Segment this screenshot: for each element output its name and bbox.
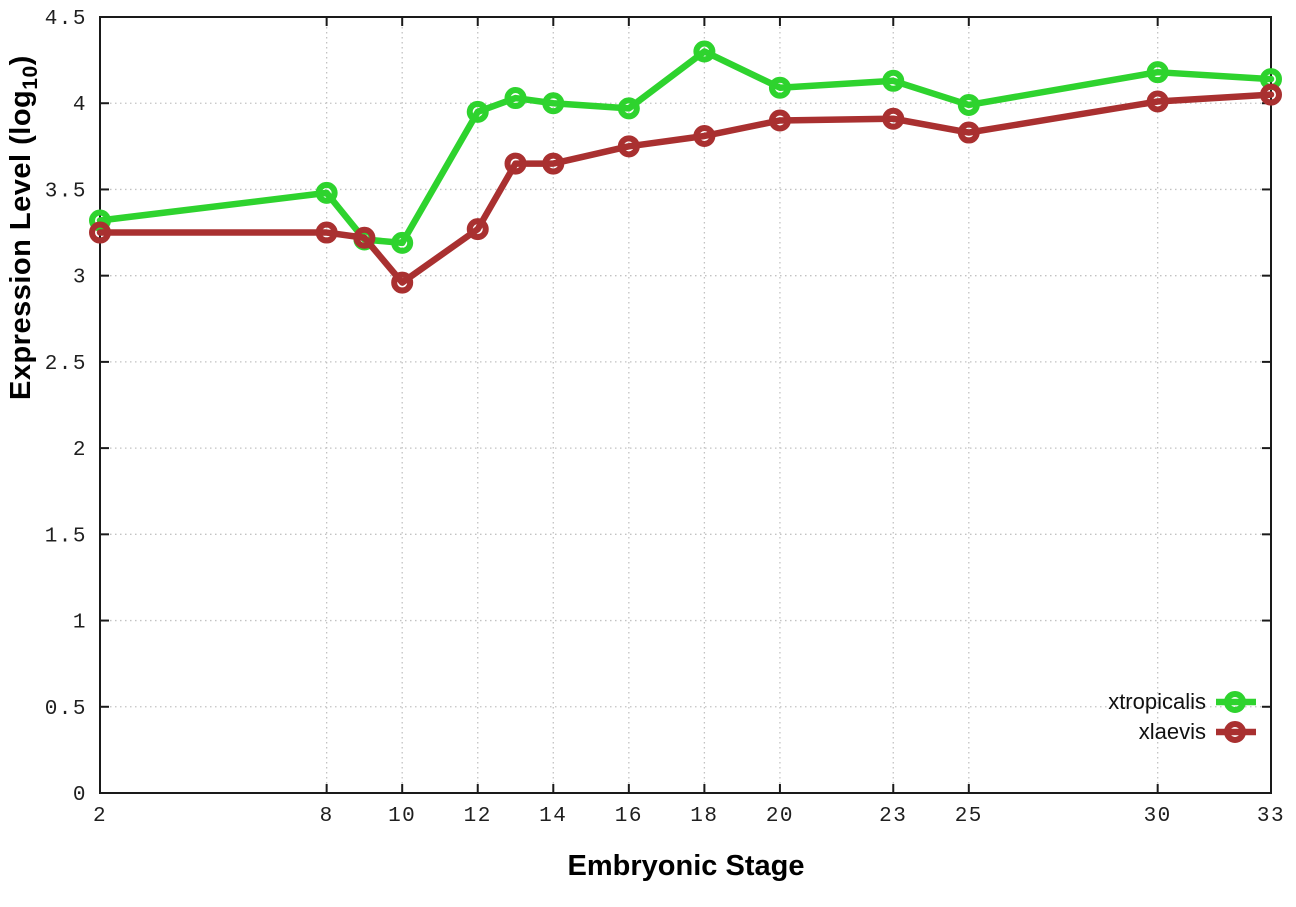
svg-text:23: 23: [879, 805, 907, 828]
svg-text:20: 20: [766, 805, 794, 828]
y-axis-title-text: Expression Level (log: [5, 89, 37, 400]
legend-item-xtropicalis: xtropicalis: [1108, 687, 1256, 717]
svg-text:2: 2: [93, 805, 107, 828]
svg-text:30: 30: [1144, 805, 1172, 828]
svg-text:8: 8: [320, 805, 334, 828]
svg-text:18: 18: [690, 805, 718, 828]
tick-marks: [99, 16, 1272, 794]
svg-text:25: 25: [955, 805, 983, 828]
svg-text:4: 4: [73, 94, 87, 117]
x-axis-title: Embryonic Stage: [567, 850, 805, 882]
svg-text:2.5: 2.5: [45, 353, 87, 376]
svg-text:14: 14: [539, 805, 567, 828]
plot-border: [99, 16, 1272, 794]
y-axis-title-close: ): [5, 55, 37, 66]
svg-text:1.5: 1.5: [45, 525, 87, 548]
legend: xtropicalis xlaevis: [1108, 687, 1256, 747]
svg-text:4.5: 4.5: [45, 8, 87, 31]
svg-text:3.5: 3.5: [45, 180, 87, 203]
legend-marker-xlaevis-icon: [1216, 721, 1256, 743]
svg-text:1: 1: [73, 612, 87, 635]
svg-text:0.5: 0.5: [45, 698, 87, 721]
svg-text:16: 16: [615, 805, 643, 828]
svg-text:10: 10: [388, 805, 416, 828]
svg-text:33: 33: [1257, 805, 1285, 828]
svg-text:2: 2: [73, 439, 87, 462]
legend-label-xtropicalis: xtropicalis: [1108, 689, 1206, 714]
series-xlaevis: [89, 83, 1282, 294]
legend-marker-xtropicalis-icon: [1216, 691, 1256, 713]
svg-text:3: 3: [73, 267, 87, 290]
x-tick-labels: 2 8 10 12 14 16 18 20 23 25 30 33: [93, 805, 1285, 828]
legend-item-xlaevis: xlaevis: [1108, 717, 1256, 747]
svg-text:12: 12: [464, 805, 492, 828]
svg-text:0: 0: [73, 784, 87, 807]
y-tick-labels: 0 0.5 1 1.5 2 2.5 3 3.5 4 4.5: [45, 8, 87, 807]
legend-label-xlaevis: xlaevis: [1138, 719, 1206, 744]
y-axis-title-subscript: 10: [19, 65, 42, 90]
